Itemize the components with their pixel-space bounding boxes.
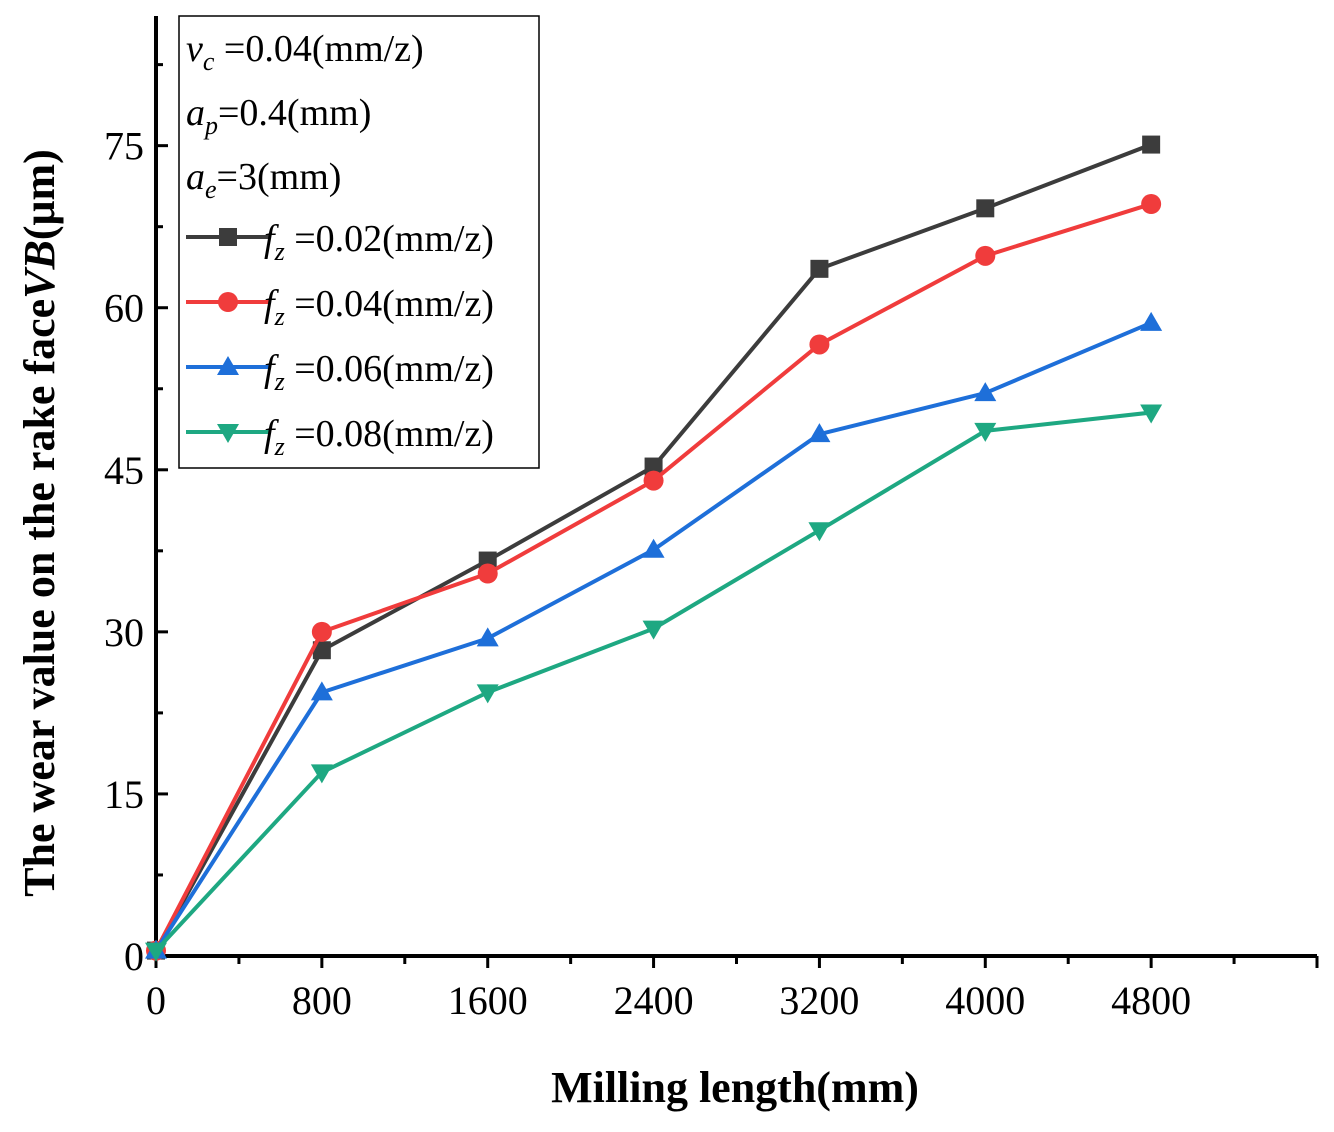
condition-symbol: v [186,28,203,70]
y-tick-label: 60 [104,286,144,331]
data-point [809,334,830,355]
legend-value: =0.08(mm/z) [285,413,494,455]
y-tick-label: 30 [104,610,144,655]
condition-value: =0.04(mm/z) [214,28,423,70]
x-tick-label: 4800 [1111,978,1191,1023]
condition-value: =0.4(mm) [218,92,371,134]
legend: vc =0.04(mm/z)ap=0.4(mm)ae=3(mm)fz =0.02… [178,15,540,469]
data-point [808,522,831,542]
data-point [311,621,332,642]
legend-entry-2: fz =0.04(mm/z) [186,283,494,331]
data-point [974,382,997,402]
legend-marker [217,356,239,375]
data-point [1140,311,1163,331]
condition-symbol: a [186,92,205,134]
legend-marker [217,424,239,443]
legend-box [178,15,540,469]
x-axis-title: Milling length(mm) [551,1063,919,1112]
data-point [310,764,333,784]
series-2 [146,194,1162,961]
x-tick-label: 4000 [945,978,1025,1023]
data-point [808,423,831,443]
data-point [476,627,499,647]
y-tick-label: 75 [104,124,144,169]
legend-label: fz =0.02(mm/z) [264,218,494,266]
legend-subscript: z [274,432,285,461]
legend-value: =0.06(mm/z) [285,348,494,390]
legend-value: =0.04(mm/z) [285,283,494,325]
legend-entry-1: fz =0.02(mm/z) [186,218,494,266]
data-point [1141,194,1162,214]
data-point [477,563,498,584]
x-tick-label: 800 [292,978,352,1023]
legend-subscript: z [274,367,285,396]
legend-condition: ae=3(mm) [186,156,341,204]
data-point [975,245,996,266]
condition-subscript: e [205,175,217,204]
legend-label: fz =0.06(mm/z) [264,348,494,396]
data-point [476,684,499,704]
x-tick-label: 3200 [779,978,859,1023]
data-point [642,538,665,558]
legend-subscript: z [274,302,285,331]
y-axis-title-suffix: (μm) [15,149,64,240]
legend-condition: vc =0.04(mm/z) [186,28,424,76]
series-4 [145,404,1163,962]
data-point [642,620,665,640]
axes: 0 15 30 45 60 75 0 800 1600 2400 3200 4000 4800 [104,16,1319,1023]
y-axis-title: The wear value on the rake faceVB(μm) [15,149,64,897]
legend-marker [218,292,238,312]
data-point [810,259,829,278]
legend-label: fz =0.04(mm/z) [264,283,494,331]
data-point [312,641,331,660]
legend-entry-4: fz =0.08(mm/z) [186,413,494,461]
y-tick-label: 15 [104,772,144,817]
data-point [643,470,664,491]
y-axis-title-italic: VB [15,240,64,299]
legend-label: fz =0.08(mm/z) [264,413,494,461]
legend-marker [219,228,237,246]
legend-entry-3: fz =0.06(mm/z) [186,348,494,396]
y-axis-title-prefix: The wear value on the rake face [15,299,64,897]
y-tick-label: 0 [124,934,144,979]
legend-subscript: z [274,237,285,266]
y-tick-label: 45 [104,448,144,493]
data-point [644,457,663,476]
data-point [145,942,167,962]
data-point [974,422,997,442]
series-layer [145,135,1163,962]
data-point [1142,135,1161,154]
data-point [1140,404,1163,424]
condition-subscript: c [203,47,215,76]
x-tick-label: 1600 [448,978,528,1023]
condition-symbol: a [186,156,205,198]
legend-condition: ap=0.4(mm) [186,92,371,140]
x-tick-label: 0 [146,978,166,1023]
x-tick-label: 2400 [614,978,694,1023]
condition-subscript: p [203,111,218,140]
condition-value: =3(mm) [217,156,342,198]
data-point [976,199,995,218]
legend-value: =0.02(mm/z) [285,218,494,260]
data-point [310,681,333,701]
